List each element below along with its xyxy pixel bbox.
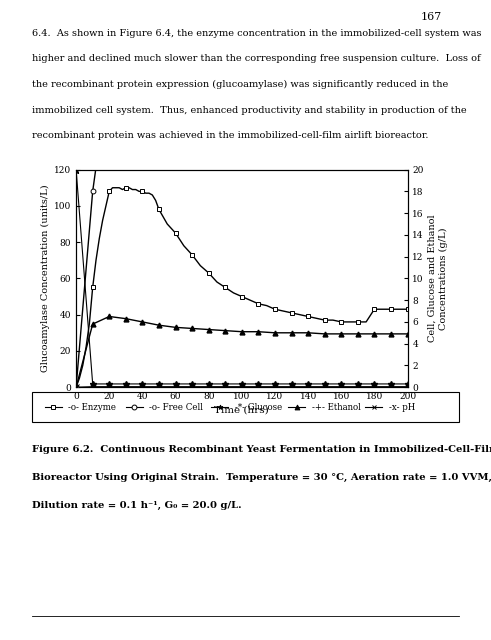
Text: -o- Free Cell: -o- Free Cell [149, 403, 203, 412]
Y-axis label: Glucoamylase Concentration (units/L): Glucoamylase Concentration (units/L) [41, 184, 50, 372]
Text: Bioreactor Using Original Strain.  Temperature = 30 °C, Aeration rate = 1.0 VVM,: Bioreactor Using Original Strain. Temper… [32, 473, 491, 482]
Text: -x- pH: -x- pH [388, 403, 415, 412]
Text: 167: 167 [421, 12, 442, 22]
Text: Figure 6.2.  Continuous Recombinant Yeast Fermentation in Immobilized-Cell-Film: Figure 6.2. Continuous Recombinant Yeast… [32, 445, 491, 454]
Text: -+- Ethanol: -+- Ethanol [312, 403, 360, 412]
Text: Dilution rate = 0.1 h⁻¹, G₀ = 20.0 g/L.: Dilution rate = 0.1 h⁻¹, G₀ = 20.0 g/L. [32, 501, 242, 510]
Text: the recombinant protein expression (glucoamylase) was significantly reduced in t: the recombinant protein expression (gluc… [32, 80, 448, 89]
Text: -*- Glucose: -*- Glucose [235, 403, 282, 412]
Text: 6.4.  As shown in Figure 6.4, the enzyme concentration in the immobilized-cell s: 6.4. As shown in Figure 6.4, the enzyme … [32, 29, 481, 38]
Y-axis label: Cell, Glucose and Ethanol
Concentrations (g/L): Cell, Glucose and Ethanol Concentrations… [428, 214, 448, 342]
Text: -o- Enzyme: -o- Enzyme [68, 403, 116, 412]
Text: higher and declined much slower than the corresponding free suspension culture. : higher and declined much slower than the… [32, 54, 481, 63]
Text: immobilized cell system.  Thus, enhanced productivity and stability in productio: immobilized cell system. Thus, enhanced … [32, 106, 466, 115]
X-axis label: Time (hrs): Time (hrs) [215, 405, 269, 414]
Text: recombinant protein was achieved in the immobilized-cell-film airlift bioreactor: recombinant protein was achieved in the … [32, 131, 429, 140]
